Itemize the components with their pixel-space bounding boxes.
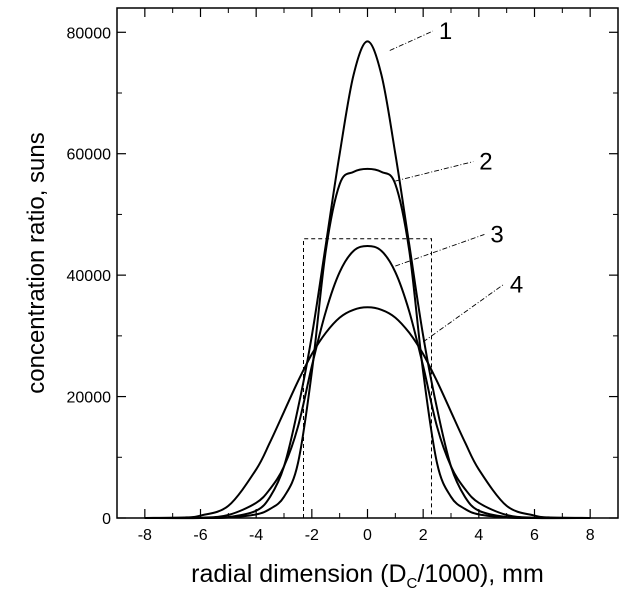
series-line-1 <box>144 40 591 520</box>
annotation-label-1: 1 <box>439 18 452 45</box>
x-tick-label: 8 <box>586 527 595 544</box>
x-tick-label: -8 <box>138 527 152 544</box>
annotation-leader-1 <box>389 30 434 51</box>
series-line-2 <box>144 167 591 520</box>
x-tick-label: 2 <box>419 527 428 544</box>
y-tick-label: 60000 <box>67 147 112 164</box>
x-tick-label: 0 <box>363 527 372 544</box>
y-tick-label: 20000 <box>67 390 112 407</box>
plot-frame <box>116 7 619 519</box>
y-tick-label: 0 <box>102 511 111 528</box>
annotation-leader-3 <box>395 234 485 267</box>
x-tick-label: -2 <box>305 527 319 544</box>
series-line-3 <box>144 245 591 519</box>
annotation-leader-4 <box>422 283 505 343</box>
x-axis-title: radial dimension (DC/1000), mm <box>191 560 544 592</box>
series-line-4 <box>144 306 591 519</box>
x-tick-label: 6 <box>530 527 539 544</box>
annotation-label-2: 2 <box>479 149 492 176</box>
annotation-leader-2 <box>395 161 474 182</box>
x-tick-label: 4 <box>474 527 483 544</box>
annotation-label-3: 3 <box>490 221 503 248</box>
x-tick-label: -6 <box>193 527 207 544</box>
y-axis-title: concentration ratio, suns <box>23 132 50 393</box>
annotation-label-4: 4 <box>510 271 523 298</box>
y-tick-label: 40000 <box>67 268 112 285</box>
x-tick-label: -4 <box>249 527 263 544</box>
y-tick-label: 80000 <box>67 25 112 42</box>
